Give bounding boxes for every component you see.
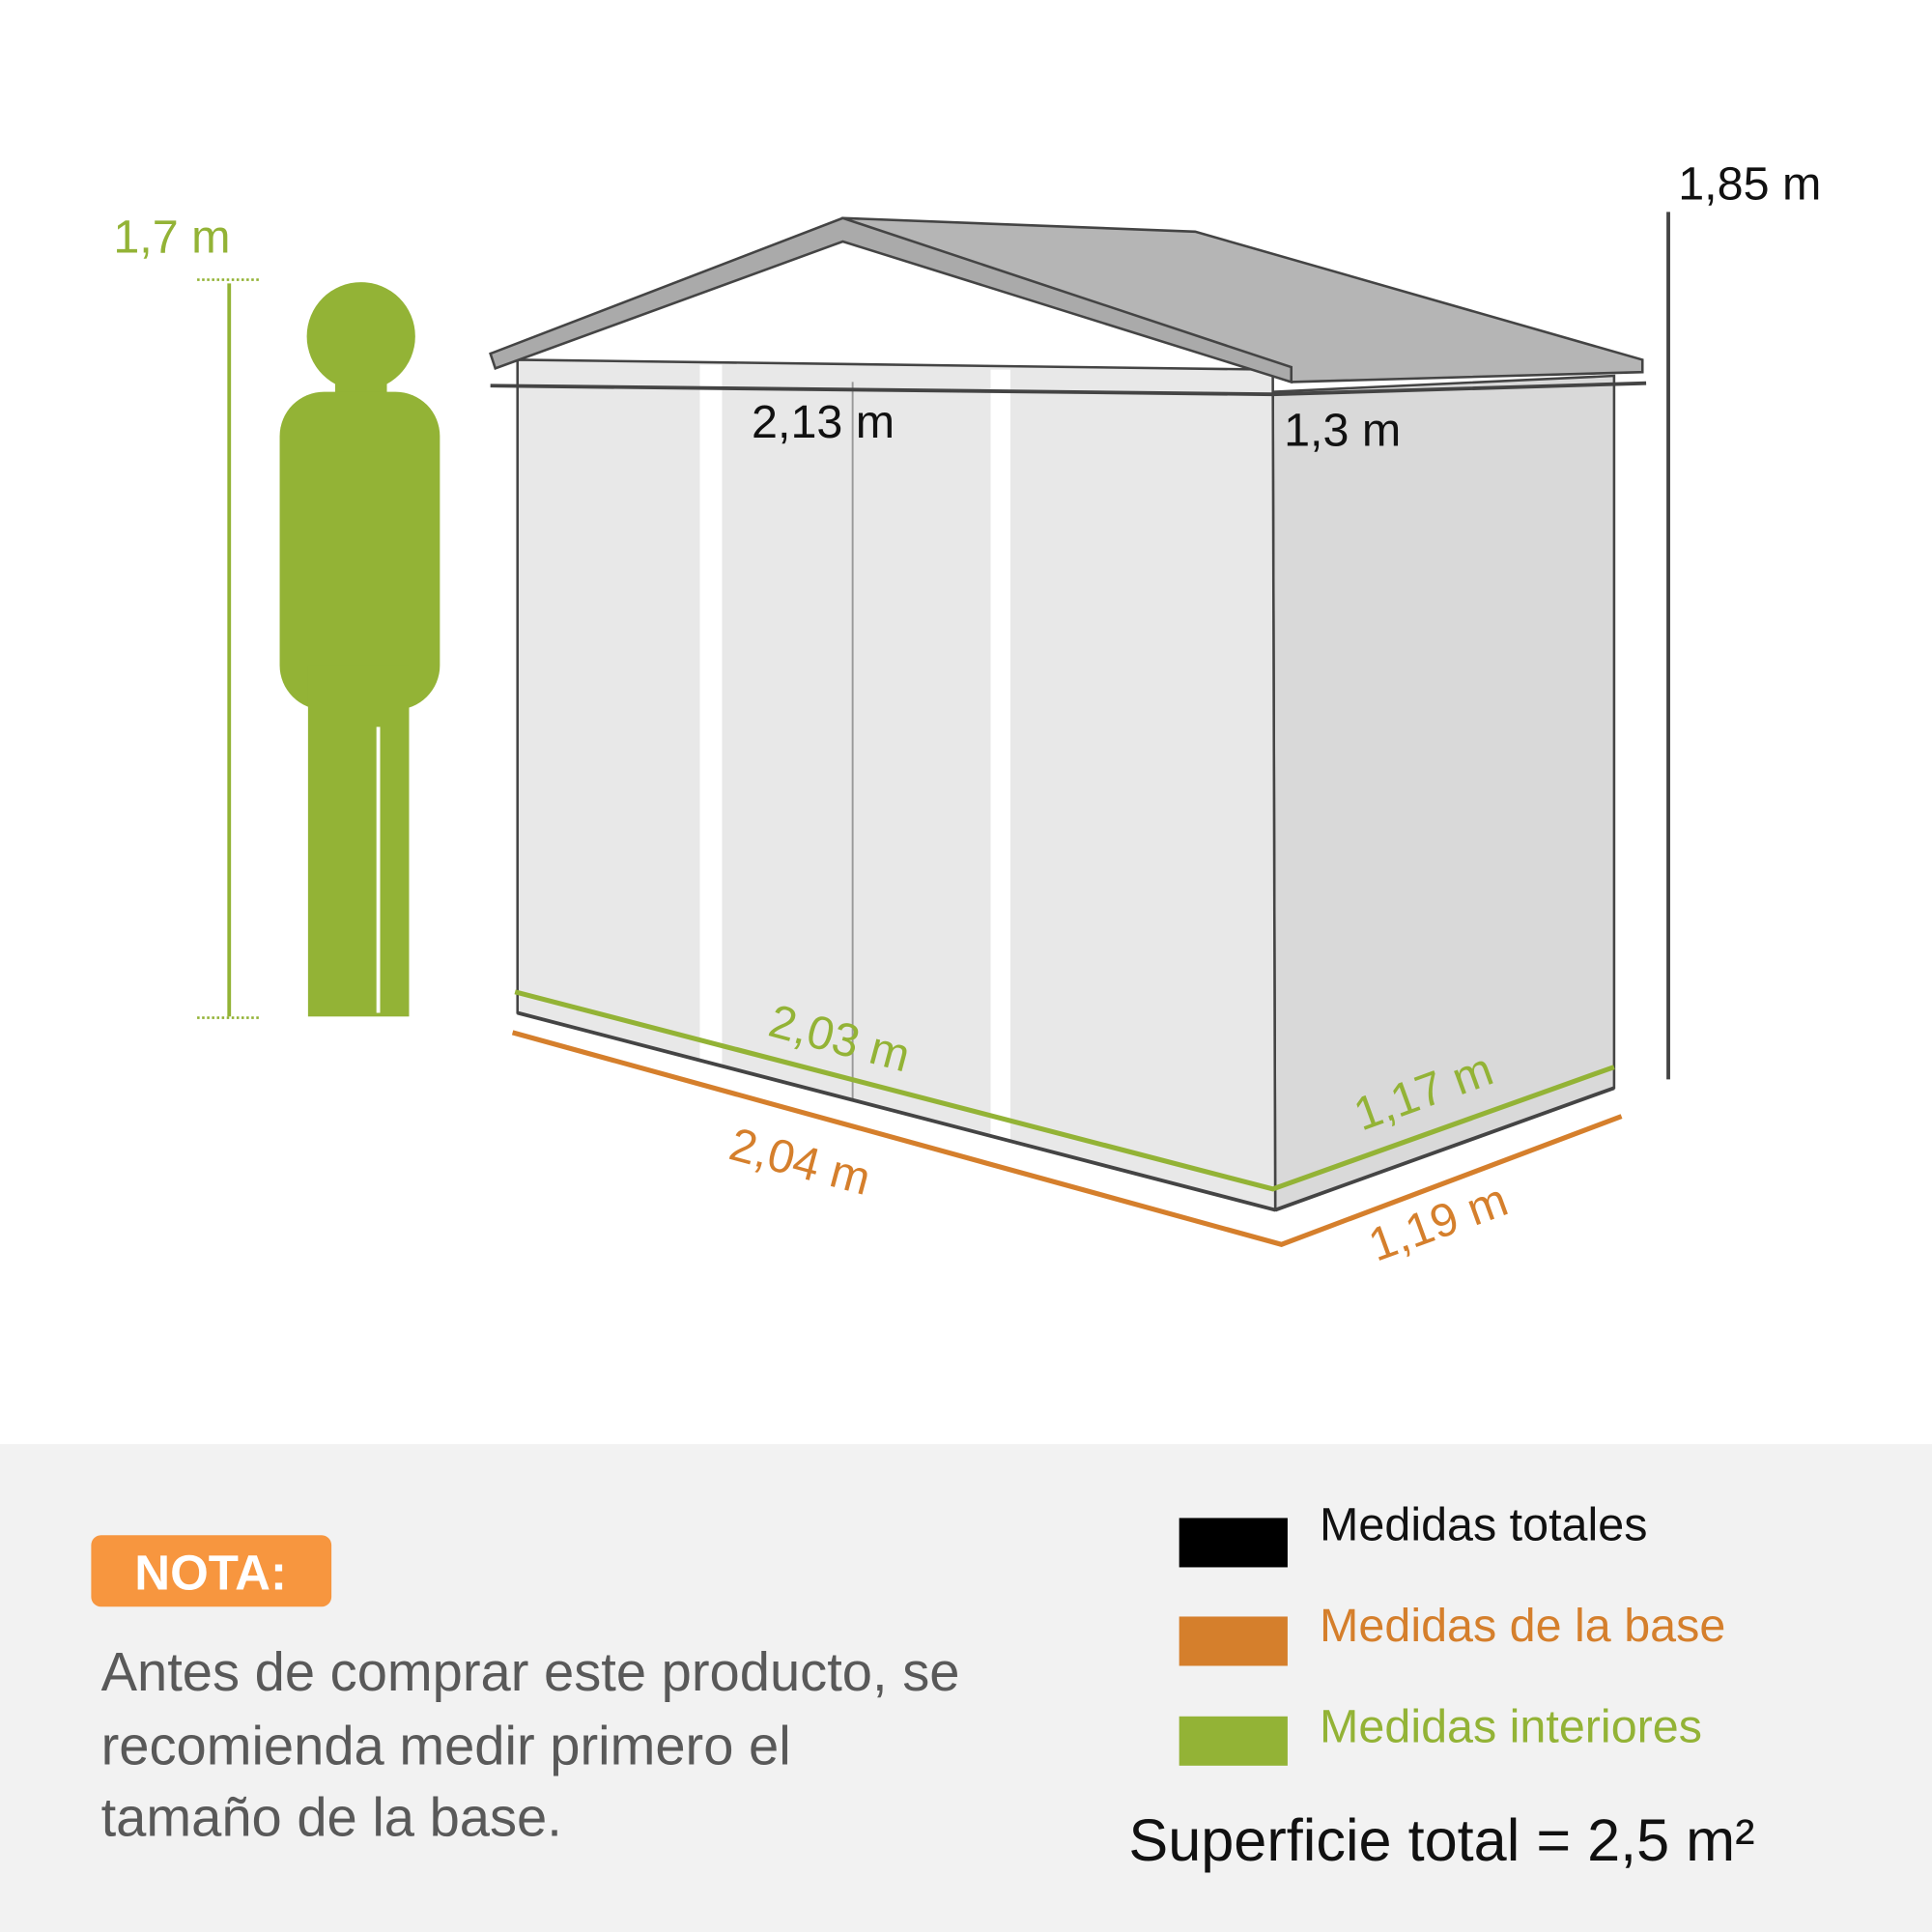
nota-badge (91, 1535, 332, 1607)
interior-outline (514, 989, 1615, 1192)
base-width-label: 2,04 m (724, 1118, 876, 1206)
base-outline (511, 1030, 1623, 1247)
note-line: recomienda medir primero el (101, 1716, 791, 1776)
legend-swatch-base (1179, 1616, 1288, 1666)
legend: Medidas totales Medidas de la base Medid… (1179, 1498, 1725, 1766)
base-depth-label: 1,19 m (1362, 1174, 1515, 1271)
legend-swatch-interior (1179, 1716, 1288, 1766)
legend-label-interior: Medidas interiores (1320, 1701, 1702, 1753)
total-surface: Superficie total = 2,5 m² (1128, 1807, 1754, 1873)
legend-swatch-total (1179, 1518, 1288, 1568)
total-height-label: 1,85 m (1678, 158, 1821, 211)
person-height-label: 1,7 m (113, 211, 230, 263)
total-depth-label: 1,3 m (1284, 405, 1401, 457)
legend-label-base: Medidas de la base (1320, 1600, 1725, 1652)
person-silhouette (279, 282, 440, 1017)
note-line: tamaño de la base. (101, 1787, 562, 1848)
shed-illustration (489, 216, 1647, 1212)
total-width-label: 2,13 m (752, 396, 895, 448)
legend-label-total: Medidas totales (1320, 1498, 1647, 1550)
person-height-marker (197, 278, 262, 1019)
info-panel (0, 1443, 1932, 1932)
note-line: Antes de comprar este producto, se (101, 1641, 960, 1702)
nota-badge-label: NOTA: (134, 1545, 287, 1600)
